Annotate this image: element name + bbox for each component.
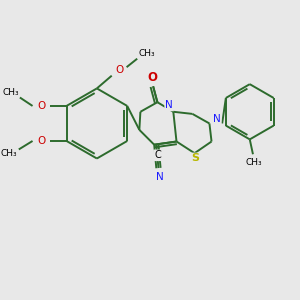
Text: N: N	[213, 114, 221, 124]
Text: CH₃: CH₃	[246, 158, 262, 167]
Text: S: S	[192, 154, 200, 164]
Text: N: N	[165, 100, 173, 110]
Text: O: O	[115, 65, 123, 75]
Text: C: C	[154, 150, 161, 160]
Text: CH₃: CH₃	[1, 149, 17, 158]
Text: N: N	[156, 172, 164, 182]
Text: O: O	[147, 71, 157, 84]
Text: CH₃: CH₃	[139, 49, 155, 58]
Text: O: O	[37, 101, 45, 111]
Text: O: O	[37, 136, 45, 146]
Text: CH₃: CH₃	[3, 88, 20, 97]
